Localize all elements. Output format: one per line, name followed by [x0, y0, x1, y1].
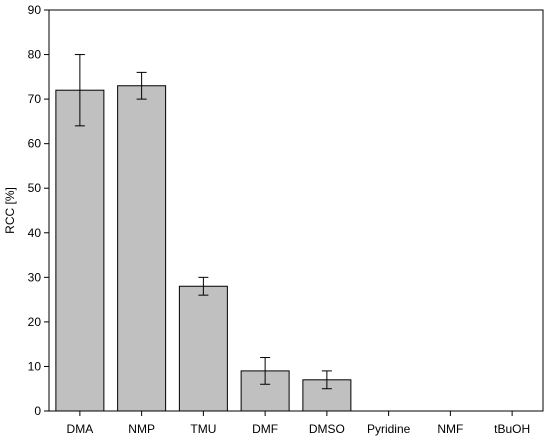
bar-tmu: [178, 285, 228, 412]
y-tick-label: 70: [28, 92, 42, 106]
y-tick-label: 50: [28, 181, 42, 195]
y-tick-label: 90: [28, 3, 42, 17]
x-tick-label-nmf: NMF: [437, 422, 463, 436]
y-axis-title: RCC [%]: [3, 187, 17, 234]
plot-frame: [48, 9, 544, 412]
y-tick-label: 0: [34, 404, 41, 418]
error-bar-dma: [74, 54, 85, 127]
x-tick-label-pyridine: Pyridine: [367, 422, 411, 436]
error-bar-nmp: [136, 71, 147, 100]
y-tick-label: 10: [28, 359, 42, 373]
error-bars-group: [74, 54, 332, 390]
y-tick-label: 60: [28, 137, 42, 151]
x-axis-labels: DMA NMP TMU DMF DMSO Pyridine NMF tBuOH: [67, 411, 530, 436]
x-tick-label-tmu: TMU: [190, 422, 216, 436]
y-tick-label: 80: [28, 48, 42, 62]
x-tick-label-tbuoh: tBuOH: [494, 422, 530, 436]
y-axis-ticks: 0 10 20 30 40 50 60 70 80 90: [28, 3, 49, 418]
error-bar-dmso: [321, 370, 332, 390]
bar-nmp: [117, 85, 167, 412]
error-bar-tmu: [198, 276, 209, 296]
x-tick-label-dma: DMA: [67, 422, 94, 436]
x-tick-label-dmf: DMF: [252, 422, 278, 436]
bar-dma: [55, 89, 105, 412]
y-tick-label: 20: [28, 315, 42, 329]
error-bar-dmf: [260, 357, 271, 385]
y-tick-label: 40: [28, 226, 42, 240]
x-tick-label-nmp: NMP: [128, 422, 155, 436]
x-tick-label-dmso: DMSO: [309, 422, 345, 436]
bars-group: [55, 85, 352, 412]
y-tick-label: 30: [28, 270, 42, 284]
